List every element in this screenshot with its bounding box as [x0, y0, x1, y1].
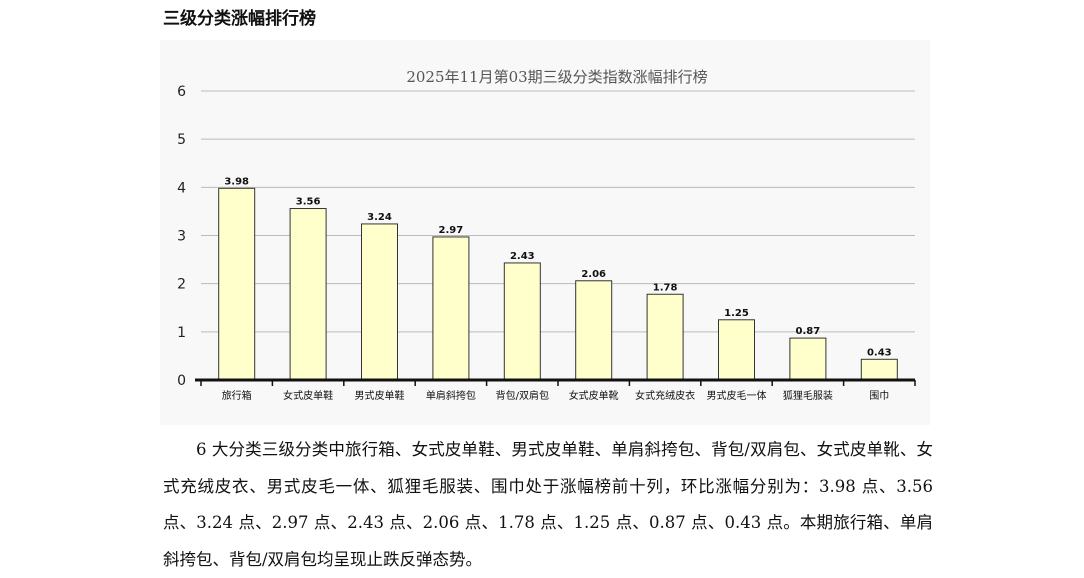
bar-value-label: 0.43 — [867, 347, 892, 358]
x-axis — [195, 378, 916, 386]
bar-value-label: 2.43 — [510, 251, 535, 262]
x-tick-label: 女式皮单靴 — [569, 389, 619, 402]
bar — [289, 208, 327, 381]
bar — [646, 293, 684, 381]
y-tick-label: 5 — [177, 132, 186, 148]
bar — [218, 187, 256, 381]
bar-chart: 2025年11月第03期三级分类指数涨幅排行榜 0 1 2 3 4 5 6 3.98 3.56… — [160, 40, 930, 425]
bar-value-label: 3.24 — [367, 212, 392, 223]
y-tick-label: 2 — [177, 277, 186, 293]
bar-value-label: 1.78 — [653, 282, 678, 293]
x-tick-label: 狐狸毛服装 — [783, 389, 833, 402]
section-title: 三级分类涨幅排行榜 — [163, 9, 316, 29]
bar — [432, 236, 470, 381]
y-axis-ticks: 0 1 2 3 4 5 6 — [177, 84, 186, 389]
y-tick-label: 3 — [177, 229, 186, 245]
bar-value-label: 1.25 — [724, 308, 749, 319]
x-tick-label: 女式充绒皮衣 — [635, 389, 695, 402]
x-tick-label: 男式皮单鞋 — [355, 389, 405, 402]
bar-value-label: 2.06 — [581, 269, 606, 280]
x-axis-labels: 旅行箱 女式皮单鞋 男式皮单鞋 单肩斜挎包 背包/双肩包 女式皮单靴 女式充绒皮衣 男式皮毛一… — [222, 389, 890, 402]
y-tick-label: 6 — [177, 84, 186, 100]
bar-value-label: 2.97 — [439, 225, 464, 236]
bar — [503, 262, 541, 381]
bar-value-label: 3.56 — [296, 197, 321, 208]
bars: 3.98 3.56 3.24 2.97 2.43 2.06 1.78 1.25 0.87 0.43 — [218, 176, 898, 381]
bar — [860, 358, 898, 381]
bar-value-label: 0.87 — [796, 326, 821, 337]
x-tick-label: 围巾 — [869, 389, 889, 402]
x-tick-label: 女式皮单鞋 — [283, 389, 333, 402]
bar-value-label: 3.98 — [224, 176, 249, 187]
y-tick-label: 0 — [177, 373, 186, 389]
y-tick-label: 4 — [177, 180, 186, 196]
body-paragraph: 6 大分类三级分类中旅行箱、女式皮单鞋、男式皮单鞋、单肩斜挎包、背包/双肩包、女… — [163, 440, 933, 569]
bar — [718, 319, 755, 381]
x-tick-label: 单肩斜挎包 — [426, 389, 476, 402]
chart-title: 2025年11月第03期三级分类指数涨幅排行榜 — [406, 68, 707, 86]
x-tick-label: 旅行箱 — [222, 389, 252, 402]
x-tick-label: 男式皮毛一体 — [707, 389, 767, 402]
x-tick-label: 背包/双肩包 — [496, 389, 549, 402]
chart-canvas: 2025年11月第03期三级分类指数涨幅排行榜 0 1 2 3 4 5 6 3.98 3.56… — [177, 68, 916, 402]
bar — [575, 280, 613, 381]
bar — [361, 223, 398, 381]
y-tick-label: 1 — [177, 325, 186, 341]
bar — [789, 337, 827, 381]
